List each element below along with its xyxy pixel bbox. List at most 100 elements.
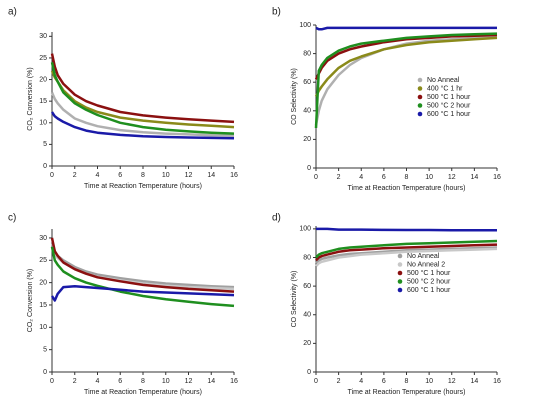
x-tick-label: 2 <box>73 378 77 385</box>
x-axis-label: Time at Reaction Temperature (hours) <box>348 185 466 192</box>
x-tick-label: 10 <box>162 378 170 385</box>
legend-label: No Anneal <box>427 77 460 84</box>
legend-marker <box>397 287 403 293</box>
x-tick-label: 4 <box>96 172 100 179</box>
series-line <box>50 237 235 293</box>
x-tick-label: 8 <box>141 172 145 179</box>
panel-label: c) <box>8 213 16 224</box>
legend-label: No Anneal <box>407 253 440 260</box>
y-tick-label: 15 <box>39 302 47 309</box>
x-tick-label: 6 <box>382 378 386 385</box>
x-tick-label: 8 <box>405 174 409 181</box>
series-line <box>50 62 235 135</box>
y-tick-label: 100 <box>299 226 311 233</box>
x-tick-label: 14 <box>207 378 215 385</box>
y-tick-label: 0 <box>43 369 47 376</box>
y-tick-label: 40 <box>303 108 311 115</box>
panel-label: a) <box>8 7 17 18</box>
series-line <box>315 26 497 31</box>
y-axis-label: CO Selectivity (%) <box>291 271 298 328</box>
series-line <box>314 33 498 80</box>
x-tick-label: 10 <box>425 174 433 181</box>
legend-marker <box>397 270 403 276</box>
y-tick-label: 20 <box>303 340 311 347</box>
x-tick-label: 0 <box>50 378 54 385</box>
y-tick-label: 5 <box>43 347 47 354</box>
legend-label: 500 °C 1 hour <box>407 269 451 277</box>
legend-marker <box>397 253 403 259</box>
y-tick-label: 15 <box>39 98 47 105</box>
x-tick-label: 0 <box>314 174 318 181</box>
x-tick-label: 6 <box>118 378 122 385</box>
series-line <box>316 227 497 232</box>
y-tick-label: 25 <box>39 257 47 264</box>
y-tick-label: 10 <box>39 120 47 127</box>
x-tick-label: 10 <box>162 172 170 179</box>
x-tick-label: 12 <box>448 378 456 385</box>
y-tick-label: 80 <box>303 50 311 57</box>
legend-label: 600 °C 1 hour <box>407 286 451 294</box>
y-axis-label: CO₂ Conversion (%) <box>27 269 34 332</box>
legend-label: 400 °C 1 hr <box>427 84 463 92</box>
series-line <box>315 246 498 265</box>
x-tick-label: 6 <box>382 174 386 181</box>
x-tick-label: 10 <box>425 378 433 385</box>
series-line <box>315 239 498 259</box>
x-tick-label: 0 <box>50 172 54 179</box>
legend-marker <box>417 111 423 117</box>
y-tick-label: 0 <box>43 163 47 170</box>
legend-marker <box>397 279 403 284</box>
x-tick-label: 16 <box>230 378 238 385</box>
legend-marker <box>417 103 423 108</box>
x-tick-label: 4 <box>359 174 363 181</box>
x-axis-label: Time at Reaction Temperature (hours) <box>348 389 466 396</box>
x-tick-label: 4 <box>96 378 100 385</box>
x-tick-label: 12 <box>185 378 193 385</box>
y-tick-label: 60 <box>303 79 311 86</box>
x-axis-label: Time at Reaction Temperature (hours) <box>84 183 202 190</box>
series-line <box>314 36 498 98</box>
x-tick-label: 16 <box>493 378 501 385</box>
series-line <box>50 92 235 137</box>
y-tick-label: 0 <box>307 369 311 376</box>
y-tick-label: 20 <box>39 279 47 286</box>
x-tick-label: 14 <box>470 174 478 181</box>
legend-label: 500 °C 2 hour <box>407 277 451 285</box>
y-tick-label: 80 <box>303 254 311 261</box>
series-line <box>50 111 235 140</box>
y-tick-label: 20 <box>303 136 311 143</box>
x-axis-label: Time at Reaction Temperature (hours) <box>84 389 202 396</box>
x-tick-label: 8 <box>141 378 145 385</box>
y-tick-label: 40 <box>303 312 311 319</box>
series-line <box>315 243 498 262</box>
y-tick-label: 0 <box>307 165 311 172</box>
legend-label: No Anneal 2 <box>407 261 445 268</box>
y-tick-label: 25 <box>39 55 47 62</box>
x-tick-label: 6 <box>118 172 122 179</box>
legend-marker <box>397 262 403 267</box>
x-tick-label: 16 <box>230 172 238 179</box>
legend-marker <box>417 94 423 100</box>
panel-label: d) <box>272 213 281 224</box>
x-tick-label: 4 <box>359 378 363 385</box>
y-tick-label: 30 <box>39 33 47 40</box>
x-tick-label: 12 <box>448 174 456 181</box>
y-tick-label: 20 <box>39 76 47 83</box>
x-tick-label: 16 <box>493 174 501 181</box>
y-tick-label: 30 <box>39 235 47 242</box>
legend-marker <box>417 77 423 83</box>
y-tick-label: 60 <box>303 283 311 290</box>
legend-label: 500 °C 1 hour <box>427 93 471 101</box>
x-tick-label: 14 <box>207 172 215 179</box>
series-line <box>50 53 235 124</box>
y-tick-label: 5 <box>43 141 47 148</box>
legend-label: 600 °C 1 hour <box>427 110 471 118</box>
x-tick-label: 2 <box>73 172 77 179</box>
x-tick-label: 8 <box>405 378 409 385</box>
series-line <box>314 32 498 129</box>
y-tick-label: 10 <box>39 324 47 331</box>
series-line <box>50 246 235 308</box>
x-tick-label: 14 <box>470 378 478 385</box>
legend-label: 500 °C 2 hour <box>427 101 471 109</box>
